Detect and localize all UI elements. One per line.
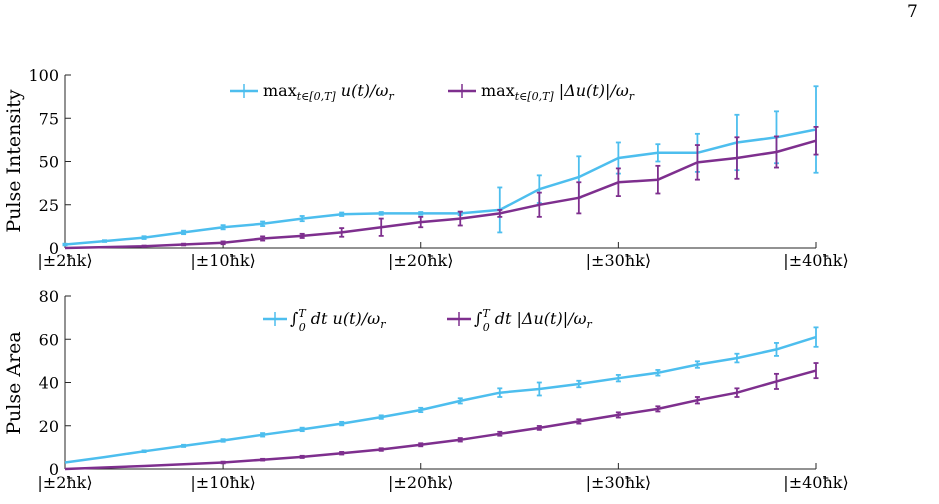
x-tick-label: |±2ħk⟩ xyxy=(37,251,92,270)
series-line xyxy=(64,335,817,464)
legend: ∫T 0 dt u(t)/ωr ∫T 0 dt |Δu(t)|/ωr xyxy=(263,307,593,334)
y-tick-label: 100 xyxy=(28,66,59,85)
x-tick-label: |±30ħk⟩ xyxy=(586,251,651,270)
series-group xyxy=(62,85,819,250)
legend-label-cyan: ∫T 0 dt u(t)/ωr xyxy=(290,307,386,334)
x-tick-label: |±20ħk⟩ xyxy=(388,251,453,270)
pulse-intensity-chart: 0 25 50 75 100 |±2ħk⟩ |±10ħk⟩ |±20ħk⟩ |±30ħk⟩ |±4… xyxy=(3,66,849,270)
series-line xyxy=(64,139,817,250)
x-tick-label: |±40ħk⟩ xyxy=(783,251,848,270)
y-tick-label: 0 xyxy=(49,239,59,258)
y-tick-label: 40 xyxy=(39,374,59,393)
legend: maxt∈[0,T] u(t)/ωr maxt∈[0,T] |Δu(t)|/ωr xyxy=(230,81,635,103)
x-tick-label: |±2ħk⟩ xyxy=(37,473,92,492)
x-tick-label: |±40ħk⟩ xyxy=(783,473,848,492)
y-tick-label: 75 xyxy=(39,109,59,128)
y-tick-label: 0 xyxy=(49,460,59,479)
x-tick-label: |±10ħk⟩ xyxy=(190,473,255,492)
x-tick-label: |±10ħk⟩ xyxy=(190,251,255,270)
y-tick-label: 25 xyxy=(39,196,59,215)
series-line xyxy=(64,128,817,246)
legend-label-purple: ∫T 0 dt |Δu(t)|/ωr xyxy=(474,307,593,334)
legend-label-purple: maxt∈[0,T] |Δu(t)|/ωr xyxy=(481,81,635,103)
axes-group: 0 20 40 60 80 |±2ħk⟩ |±10ħk⟩ |±20ħk⟩ |±30ħk⟩ |±40… xyxy=(3,287,849,492)
page-number: 7 xyxy=(907,2,918,22)
legend-label-cyan: maxt∈[0,T] u(t)/ωr xyxy=(263,81,394,103)
x-tick-label: |±20ħk⟩ xyxy=(388,473,453,492)
y-tick-label: 20 xyxy=(39,417,59,436)
y-tick-label: 60 xyxy=(39,330,59,349)
series-line xyxy=(64,369,817,471)
y-axis-label: Pulse Intensity xyxy=(3,89,25,232)
axes-group: 0 25 50 75 100 |±2ħk⟩ |±10ħk⟩ |±20ħk⟩ |±30ħk⟩ |±4… xyxy=(3,66,849,270)
y-tick-label: 50 xyxy=(39,153,59,172)
x-tick-label: |±30ħk⟩ xyxy=(586,473,651,492)
y-axis-label: Pulse Area xyxy=(3,331,25,435)
series-group xyxy=(64,326,819,471)
y-tick-label: 80 xyxy=(39,287,59,306)
